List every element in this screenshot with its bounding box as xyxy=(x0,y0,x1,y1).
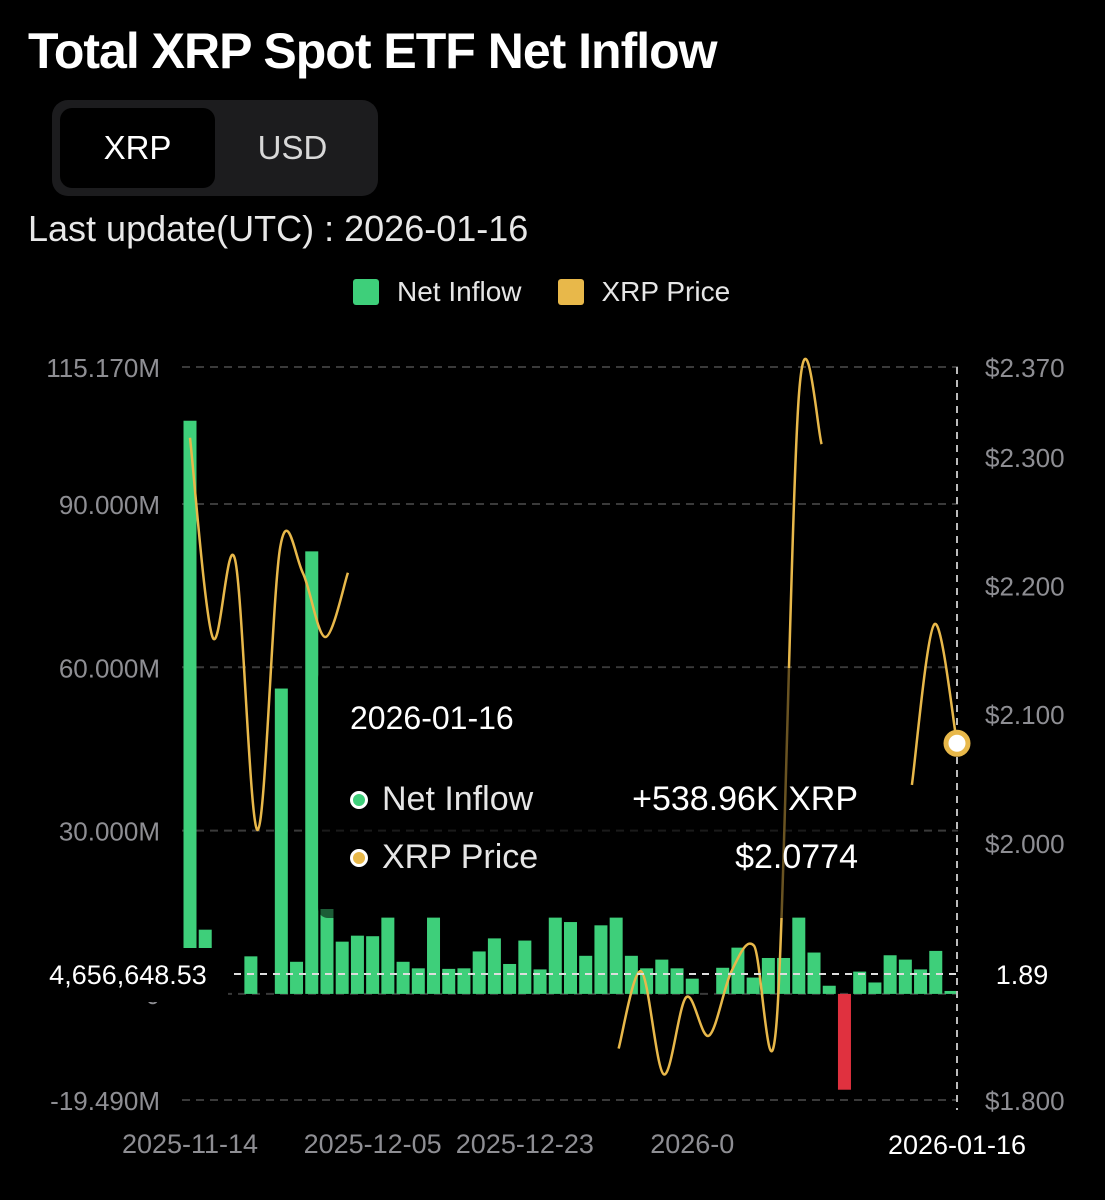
toggle-xrp-button[interactable]: XRP xyxy=(60,108,215,188)
net-inflow-bar xyxy=(411,968,425,994)
legend-label-xrp-price: XRP Price xyxy=(601,276,731,307)
crosshair-date-label: 2026-01-16 xyxy=(864,1118,1050,1172)
net-inflow-bar xyxy=(320,908,334,994)
x-axis-tick: 2025-12-05 xyxy=(304,1129,442,1159)
y-axis-right-tick: $2.370 xyxy=(985,353,1065,383)
yellow-dot-icon xyxy=(350,848,368,867)
net-inflow-bar xyxy=(396,961,410,994)
net-inflow-bar xyxy=(853,971,867,994)
net-inflow-bar xyxy=(731,947,745,994)
net-inflow-bar xyxy=(685,978,699,994)
x-axis-tick: 2025-11-14 xyxy=(122,1129,258,1159)
net-inflow-bar xyxy=(898,959,912,994)
chart-legend: Net Inflow XRP Price xyxy=(353,276,730,308)
net-inflow-bar xyxy=(335,941,349,994)
net-inflow-bar xyxy=(487,938,501,994)
net-inflow-bar xyxy=(366,936,380,994)
crosshair-left-label: 4,656,648.53 xyxy=(28,948,228,1002)
net-inflow-bar xyxy=(533,969,547,994)
y-axis-left-tick: 115.170M xyxy=(46,353,160,383)
y-axis-left-tick: -19.490M xyxy=(50,1086,160,1116)
net-inflow-bar xyxy=(746,977,760,994)
tooltip-date: 2026-01-16 xyxy=(350,700,514,736)
y-axis-left-tick: 60.000M xyxy=(59,653,160,683)
legend-xrp-price[interactable]: XRP Price xyxy=(557,276,731,308)
net-inflow-bar xyxy=(472,951,486,994)
net-inflow-bar xyxy=(837,993,851,1090)
net-inflow-bar xyxy=(792,917,806,994)
net-inflow-bar xyxy=(609,917,623,994)
net-inflow-bar xyxy=(868,982,882,994)
tooltip-label: Net Inflow xyxy=(382,780,534,818)
x-axis-tick: 2026-0 xyxy=(650,1129,734,1159)
crosshair-right-label: 1.89 xyxy=(978,948,1066,1002)
x-axis-tick: 2025-12-23 xyxy=(456,1129,594,1159)
toggle-usd-button[interactable]: USD xyxy=(257,129,328,166)
net-inflow-bar xyxy=(594,925,608,994)
net-inflow-bar xyxy=(655,959,669,994)
xrp-price-line xyxy=(910,622,959,786)
y-axis-right-tick: $2.200 xyxy=(985,572,1065,602)
net-inflow-bar xyxy=(670,968,684,994)
chart-tooltip: 2026-01-16 Net Inflow +538.96K XRP XRP P… xyxy=(318,668,908,918)
net-inflow-bar xyxy=(822,985,836,994)
y-axis-left-tick: 90.000M xyxy=(59,490,160,520)
unit-toggle[interactable]: XRP USD xyxy=(52,100,378,196)
net-inflow-bar xyxy=(305,551,319,994)
net-inflow-bar xyxy=(244,956,258,994)
net-inflow-bar xyxy=(807,952,821,994)
last-update-text: Last update(UTC) : 2026-01-16 xyxy=(28,208,529,249)
tooltip-row-net-inflow: Net Inflow +538.96K XRP xyxy=(350,780,858,819)
net-inflow-bar xyxy=(518,940,532,994)
price-point-marker xyxy=(943,729,971,757)
tooltip-value: $2.0774 xyxy=(735,838,858,876)
tooltip-row-xrp-price: XRP Price $2.0774 xyxy=(350,838,858,877)
net-inflow-bar xyxy=(944,990,958,994)
net-inflow-bar xyxy=(183,420,197,994)
y-axis-right-tick: $1.800 xyxy=(985,1086,1065,1116)
y-axis-right-tick: $2.000 xyxy=(985,829,1065,859)
y-axis-right-tick: $2.300 xyxy=(985,443,1065,473)
y-axis-left-tick: 30.000M xyxy=(59,817,160,847)
page-title: Total XRP Spot ETF Net Inflow xyxy=(28,23,718,79)
y-axis-right-tick: $2.100 xyxy=(985,700,1065,730)
xrp-price-line xyxy=(617,357,823,1076)
legend-swatch-net-inflow xyxy=(353,279,379,305)
net-inflow-bar xyxy=(274,688,288,994)
net-inflow-bar xyxy=(914,969,928,994)
net-inflow-bar xyxy=(427,917,441,994)
net-inflow-bar xyxy=(564,922,577,994)
net-inflow-bar xyxy=(761,957,775,994)
net-inflow-bar xyxy=(503,963,517,994)
net-inflow-bar xyxy=(929,950,943,994)
tooltip-value: +538.96K XRP xyxy=(632,780,858,818)
net-inflow-bar xyxy=(442,968,456,994)
net-inflow-bar xyxy=(548,917,562,994)
tooltip-label: XRP Price xyxy=(382,838,539,876)
legend-swatch-xrp-price xyxy=(557,279,584,305)
net-inflow-bar xyxy=(290,961,304,994)
green-dot-icon xyxy=(350,790,368,809)
net-inflow-bar xyxy=(457,968,471,994)
xrp-price-line xyxy=(188,437,350,832)
legend-label-net-inflow: Net Inflow xyxy=(397,276,522,307)
legend-net-inflow[interactable]: Net Inflow xyxy=(353,276,522,308)
net-inflow-bar xyxy=(350,935,364,994)
net-inflow-bar xyxy=(381,917,395,994)
